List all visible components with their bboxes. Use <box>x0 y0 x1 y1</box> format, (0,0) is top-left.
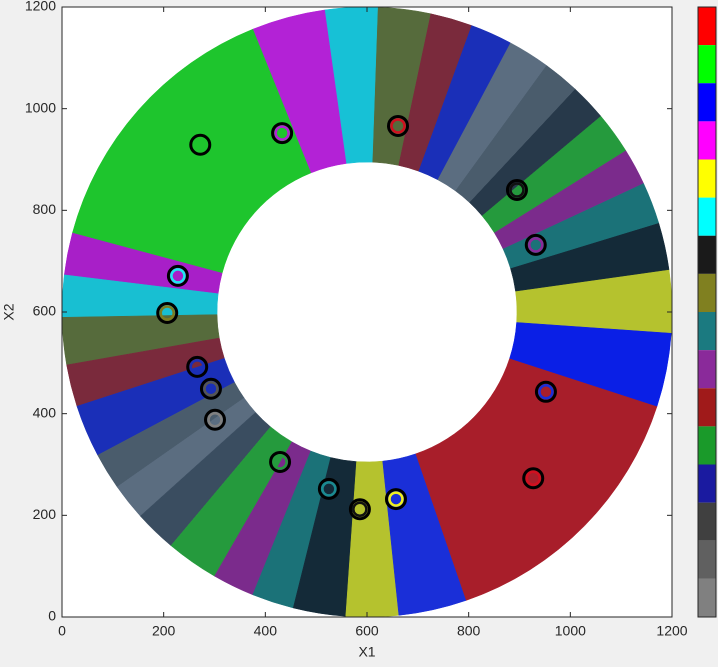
y-tick-label: 600 <box>33 303 57 319</box>
point-outline <box>505 179 528 201</box>
point-outline <box>348 498 371 521</box>
x-axis-label: X1 <box>358 644 375 660</box>
point <box>528 237 544 253</box>
colorbar-swatch <box>698 121 716 160</box>
point-outline <box>387 114 410 137</box>
x-tick-label: 1200 <box>656 623 687 639</box>
y-axis-label: X2 <box>1 303 17 320</box>
colorbar-swatch <box>698 350 716 389</box>
point-outline <box>534 380 557 403</box>
point <box>352 501 368 517</box>
point-outline <box>156 302 179 325</box>
point <box>170 268 186 284</box>
colorbar-swatch <box>698 159 716 198</box>
y-tick-label: 1000 <box>25 99 56 115</box>
colorbar-swatch <box>698 540 716 579</box>
region <box>509 322 672 407</box>
point <box>538 384 554 400</box>
x-tick-label: 1000 <box>555 623 586 639</box>
colorbar-swatch <box>698 502 716 541</box>
x-tick-label: 400 <box>254 623 278 639</box>
point <box>390 118 406 134</box>
point-outline <box>269 450 292 473</box>
point <box>509 182 525 198</box>
colorbar-swatch <box>698 45 716 84</box>
point <box>272 454 288 470</box>
colorbar-swatch <box>698 426 716 465</box>
colorbar-swatch <box>698 464 716 503</box>
point-outline <box>522 467 545 490</box>
point <box>321 481 337 497</box>
point-outline <box>166 264 189 287</box>
point <box>189 359 205 375</box>
colorbar-swatch <box>698 7 716 46</box>
x-tick-label: 0 <box>58 623 66 639</box>
y-tick-label: 400 <box>33 404 57 420</box>
point <box>159 305 175 321</box>
point-outline <box>204 408 227 431</box>
point <box>525 470 541 486</box>
point-outline <box>189 133 212 156</box>
colorbar-swatch <box>698 83 716 122</box>
colorbar-box <box>697 6 717 618</box>
x-tick-label: 800 <box>457 623 481 639</box>
y-tick-label: 800 <box>33 201 57 217</box>
x-tick-label: 600 <box>355 623 379 639</box>
colorbar-swatch <box>698 197 716 236</box>
point <box>274 125 290 141</box>
y-tick-label: 1200 <box>25 0 56 14</box>
y-tick-label: 0 <box>48 608 56 624</box>
point-outline <box>199 377 222 400</box>
colorbar-swatch <box>698 235 716 274</box>
point-outline <box>317 477 340 500</box>
point-outline <box>524 233 547 256</box>
point <box>388 491 404 507</box>
region <box>415 358 658 601</box>
point-outline <box>271 122 294 145</box>
x-tick-label: 200 <box>152 623 176 639</box>
point-outline <box>384 488 407 511</box>
colorbar-swatch <box>698 312 716 351</box>
point <box>203 381 219 397</box>
colorbar-swatch <box>698 578 716 617</box>
point-outline <box>186 355 209 378</box>
colorbar-swatch <box>698 388 716 427</box>
point <box>192 137 209 153</box>
colorbar-swatch <box>698 273 716 312</box>
point <box>207 412 223 428</box>
y-tick-label: 200 <box>33 506 57 522</box>
